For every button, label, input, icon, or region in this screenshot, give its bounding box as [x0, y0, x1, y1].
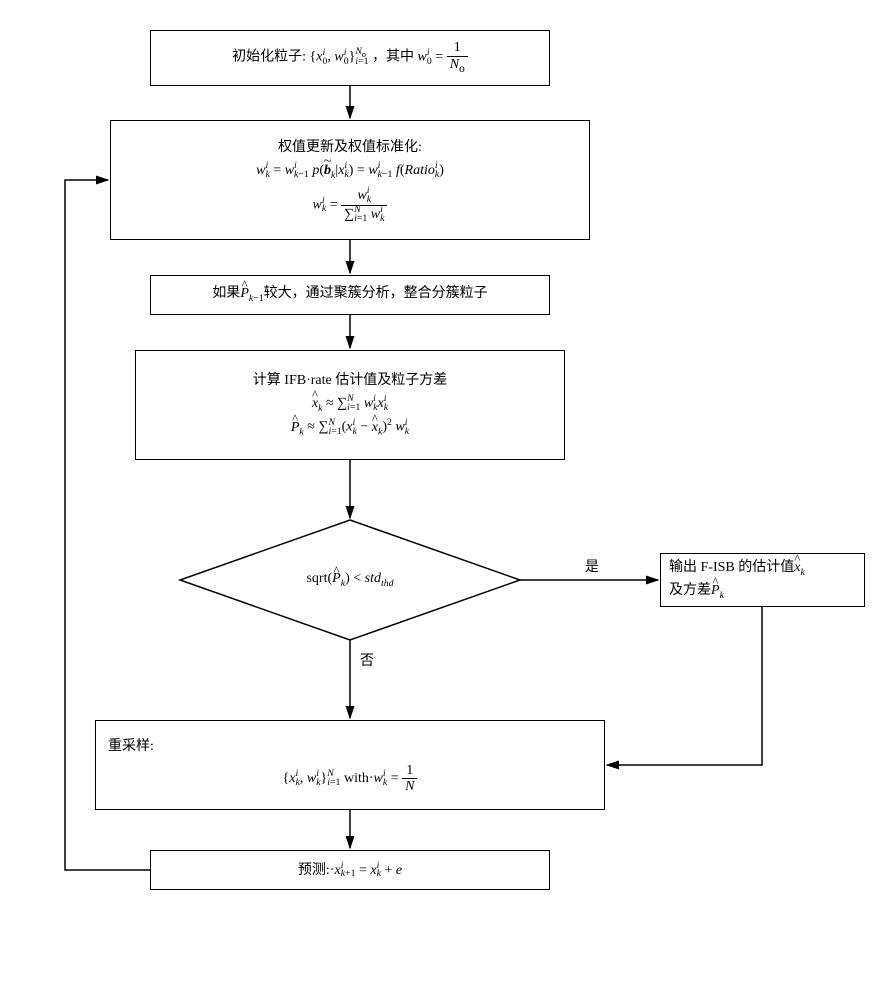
compute-title: 计算 IFB·rate 估计值及粒子方差 — [253, 370, 447, 391]
node-output: 输出 F-ISB 的估计值xk 及方差Pk — [660, 553, 865, 607]
node-update: 权值更新及权值标准化: wik = wik−1 p(bk|xik) = wik−… — [110, 120, 590, 240]
label-no: 否 — [360, 650, 374, 670]
node-resample: 重采样: {xik, wik}Ni=1 with·wik = 1N — [95, 720, 605, 810]
update-title: 权值更新及权值标准化: — [278, 137, 422, 158]
node-compute: 计算 IFB·rate 估计值及粒子方差 xk ≈ ∑Ni=1 wikxik P… — [135, 350, 565, 460]
init-mid: ，其中 — [372, 50, 414, 65]
output-l2: 及方差 — [669, 583, 711, 598]
node-cluster: 如果Pk−1较大，通过聚簇分析，整合分簇粒子 — [150, 275, 550, 315]
output-l1: 输出 F-ISB 的估计值 — [669, 560, 794, 575]
init-prefix: 初始化粒子: — [232, 50, 306, 65]
decision-func: sqrt — [306, 571, 327, 586]
resample-title: 重采样: — [108, 736, 154, 757]
node-init: 初始化粒子: {xi0, wi0}Noi=1 ，其中 wi0 = 1No — [150, 30, 550, 86]
flowchart-canvas: 初始化粒子: {xi0, wi0}Noi=1 ，其中 wi0 = 1No 权值更… — [20, 20, 876, 980]
decision-rhs: std — [365, 571, 381, 586]
cluster-suffix: 较大，通过聚簇分析，整合分簇粒子 — [264, 286, 488, 301]
node-predict: 预测:·xik+1 = xik + e — [150, 850, 550, 890]
cluster-prefix: 如果 — [212, 286, 240, 301]
node-decision: sqrt(Pk) < stdthd — [180, 520, 520, 640]
decision-rhs-sub: thd — [381, 578, 394, 589]
predict-title: 预测:· — [298, 863, 335, 878]
label-yes: 是 — [585, 556, 599, 576]
